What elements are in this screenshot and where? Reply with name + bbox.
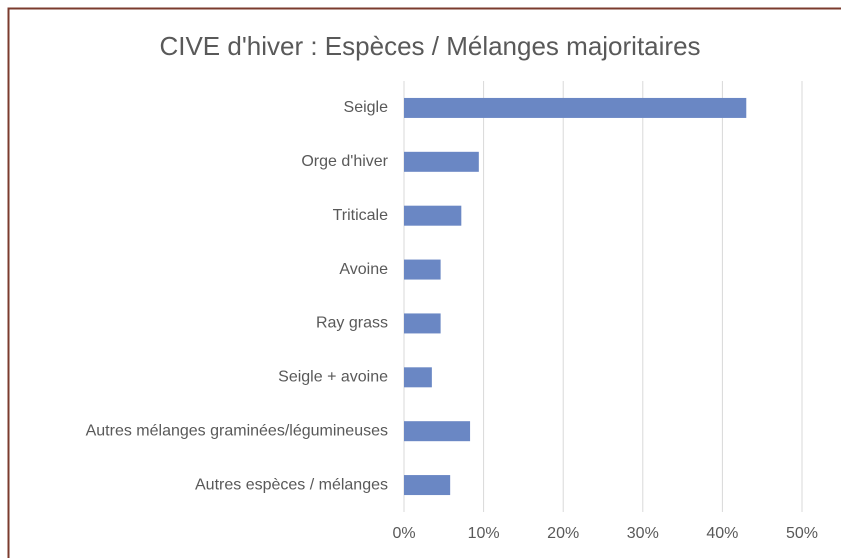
y-tick-label: Ray grass — [316, 315, 388, 332]
x-tick-label: 30% — [627, 525, 659, 542]
frame — [7, 7, 841, 558]
y-tick-label: Orge d'hiver — [301, 153, 388, 170]
x-tick-label: 10% — [468, 525, 500, 542]
y-tick-label: Seigle + avoine — [278, 369, 388, 386]
chart-title: CIVE d'hiver : Espèces / Mélanges majori… — [159, 31, 700, 61]
bar — [404, 475, 451, 496]
x-tick-label: 40% — [706, 525, 738, 542]
x-tick-label: 50% — [786, 525, 818, 542]
bar — [404, 259, 441, 280]
y-tick-label: Triticale — [333, 207, 389, 224]
y-tick-label: Autres espèces / mélanges — [195, 476, 388, 493]
bar — [404, 97, 747, 118]
x-tick-label: 20% — [547, 525, 579, 542]
bar — [404, 205, 462, 226]
bar — [404, 151, 479, 172]
bar — [404, 421, 471, 442]
bar — [404, 367, 432, 388]
y-tick-label: Avoine — [339, 261, 388, 278]
x-tick-label: 0% — [392, 525, 415, 542]
bar — [404, 313, 441, 334]
y-tick-label: Seigle — [344, 99, 389, 116]
y-tick-label: Autres mélanges graminées/légumineuses — [86, 422, 388, 439]
